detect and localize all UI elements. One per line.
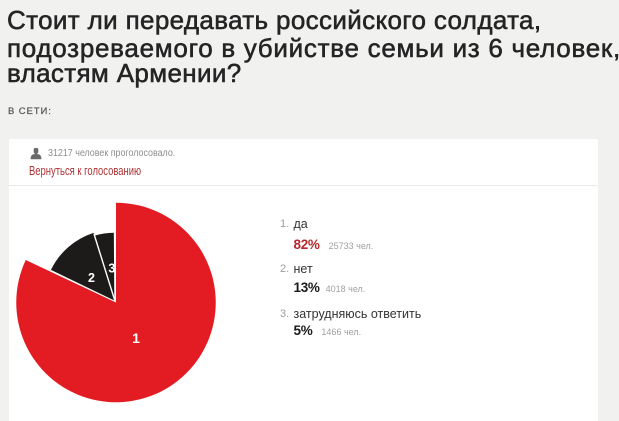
- svg-text:2: 2: [88, 271, 95, 285]
- svg-text:3: 3: [108, 262, 115, 276]
- svg-text:1: 1: [132, 330, 140, 346]
